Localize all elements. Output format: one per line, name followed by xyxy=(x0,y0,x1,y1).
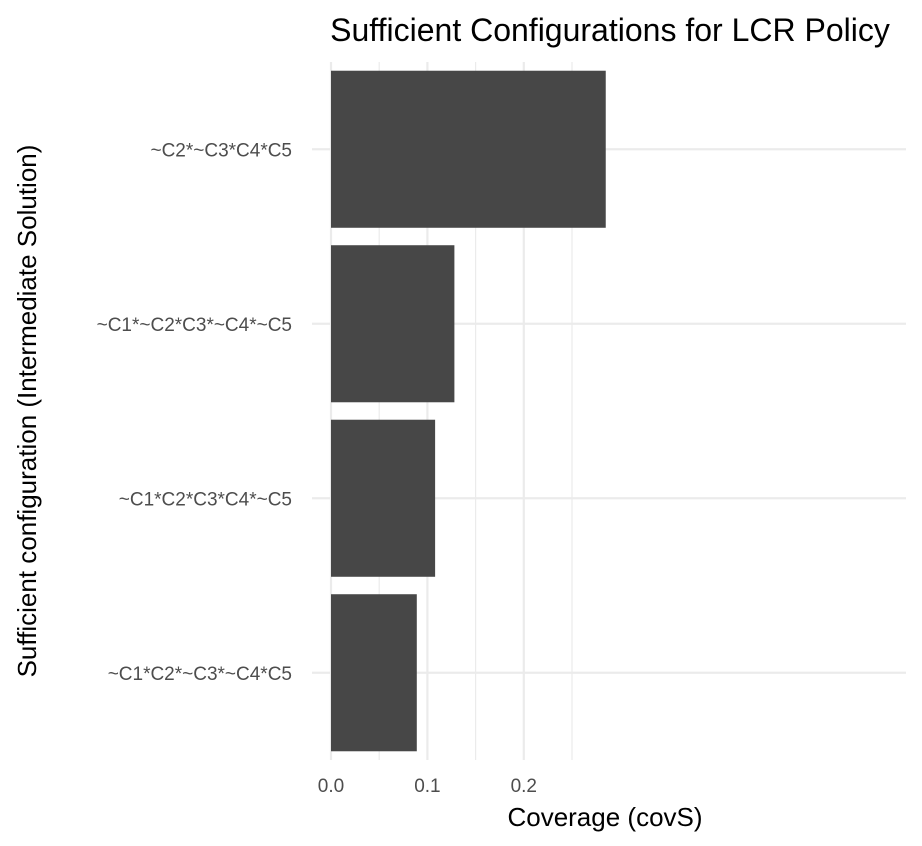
bar xyxy=(331,70,606,228)
y-tick-label: ~C1*C2*~C3*~C4*C5 xyxy=(108,664,292,685)
bar xyxy=(331,594,417,752)
x-axis-title: Coverage (covS) xyxy=(507,802,702,832)
y-tick-label: ~C1*~C2*C3*~C4*~C5 xyxy=(97,315,292,336)
y-tick-label: ~C1*C2*C3*C4*~C5 xyxy=(119,489,292,510)
chart-title: Sufficient Configurations for LCR Policy xyxy=(330,12,890,48)
x-tick-label: 0.1 xyxy=(414,776,440,797)
y-tick-labels: ~C2*~C3*C4*C5 ~C1*~C2*C3*~C4*~C5 ~C1*C2*C3… xyxy=(97,140,292,685)
x-tick-label: 0.2 xyxy=(511,776,537,797)
y-axis-title: Sufficient configuration (Intermediate S… xyxy=(12,145,42,678)
x-tick-label: 0.0 xyxy=(318,776,344,797)
bar xyxy=(331,245,455,403)
bars xyxy=(331,70,606,752)
bar xyxy=(331,419,436,577)
x-tick-labels: 0.0 0.1 0.2 xyxy=(318,776,537,797)
y-tick-label: ~C2*~C3*C4*C5 xyxy=(150,140,292,161)
